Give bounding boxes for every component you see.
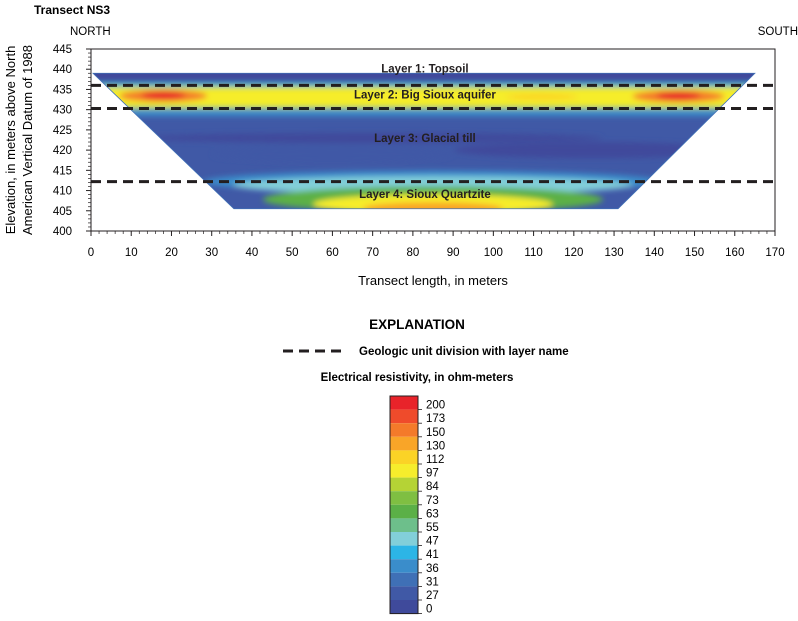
chart-title: Transect NS3	[34, 3, 110, 17]
colorbar-label: 63	[426, 508, 439, 520]
colorbar-swatch	[390, 450, 418, 464]
x-tick-label: 10	[125, 247, 138, 259]
x-tick-label: 170	[765, 247, 784, 259]
aquifer-base-band	[93, 108, 755, 117]
colorbar-label: 84	[426, 481, 439, 493]
layer-label-2: Layer 2: Big Sioux aquifer	[354, 89, 496, 101]
direction-north: NORTH	[70, 26, 111, 38]
x-tick-label: 50	[286, 247, 299, 259]
colorbar-label: 41	[426, 549, 439, 561]
till-dark-right	[453, 142, 734, 159]
colorbar-label: 97	[426, 468, 439, 480]
colorbar-label: 112	[426, 454, 444, 466]
colorbar-label: 36	[426, 563, 439, 575]
y-tick-label: 410	[53, 186, 72, 198]
y-tick-label: 430	[53, 105, 72, 117]
colorbar-label: 200	[426, 400, 445, 412]
y-tick-label: 445	[53, 44, 72, 56]
y-axis-label-line1: Elevation, in meters above North	[3, 46, 18, 235]
aquifer-red-right	[656, 91, 701, 100]
colorbar-label: 0	[426, 604, 432, 616]
colorbar-label: 130	[426, 440, 445, 452]
x-tick-label: 90	[447, 247, 460, 259]
colorbar-swatch	[390, 477, 418, 492]
x-axis-label: Transect length, in meters	[358, 273, 508, 288]
y-tick-label: 440	[53, 64, 72, 76]
x-tick-label: 30	[205, 247, 218, 259]
division-legend-label: Geologic unit division with layer name	[359, 346, 569, 358]
topsoil-band	[93, 73, 755, 83]
y-tick-label: 415	[53, 165, 72, 177]
colorbar-label: 55	[426, 522, 439, 534]
x-axis-ticks: 0 10 20 30 40 50 60 70 80 90 100 110 120 130 140 150 160…	[88, 231, 785, 259]
colorbar-swatch	[390, 409, 418, 424]
colorbar-label: 173	[426, 413, 445, 425]
x-tick-label: 120	[564, 247, 583, 259]
explanation-title: EXPLANATION	[369, 317, 465, 332]
colorbar-title: Electrical resistivity, in ohm-meters	[321, 372, 514, 384]
y-tick-label: 400	[53, 226, 72, 238]
colorbar-swatch	[390, 423, 418, 437]
colorbar-swatch	[390, 559, 418, 573]
colorbar-swatch	[390, 491, 418, 505]
till-mid	[212, 147, 453, 162]
colorbar-swatch	[390, 464, 418, 478]
colorbar-swatch	[390, 396, 418, 410]
x-tick-label: 140	[645, 247, 664, 259]
x-tick-label: 0	[88, 247, 94, 259]
layer-label-3: Layer 3: Glacial till	[374, 133, 476, 145]
aquifer-yellow-mid	[505, 93, 578, 100]
y-tick-label: 405	[53, 206, 72, 218]
x-tick-label: 20	[165, 247, 178, 259]
layer-divisions	[91, 83, 775, 184]
colorbar-swatch	[390, 572, 418, 587]
x-tick-label: 60	[326, 247, 339, 259]
y-axis-label-line2: American Vertical Datum of 1988	[20, 45, 35, 235]
layer-label-1: Layer 1: Topsoil	[381, 63, 468, 75]
quartzite-orange	[363, 202, 503, 209]
colorbar-swatch	[390, 518, 418, 532]
x-tick-label: 160	[725, 247, 744, 259]
aquifer-band-yellow	[99, 88, 755, 106]
colorbar-swatch	[390, 532, 418, 546]
y-tick-label: 425	[53, 125, 72, 137]
layer-labels: Layer 1: Topsoil Layer 2: Big Sioux aquif…	[354, 63, 496, 200]
colorbar-label: 31	[426, 576, 439, 588]
x-tick-label: 150	[685, 247, 704, 259]
x-tick-label: 40	[246, 247, 259, 259]
section-outline	[92, 72, 756, 210]
y-tick-label: 420	[53, 145, 72, 157]
y-tick-label: 435	[53, 84, 72, 96]
x-tick-label: 80	[406, 247, 419, 259]
x-tick-label: 100	[484, 247, 503, 259]
direction-south: SOUTH	[758, 26, 798, 38]
colorbar-swatch	[390, 436, 418, 451]
colorbar-swatch	[390, 504, 418, 519]
x-tick-label: 130	[604, 247, 623, 259]
till-dark-upper	[142, 132, 603, 143]
x-tick-label: 70	[366, 247, 379, 259]
colorbar-label: 47	[426, 536, 439, 548]
colorbar-swatch	[390, 600, 418, 614]
colorbar-label: 27	[426, 590, 439, 602]
colorbar-label: 73	[426, 495, 439, 507]
layer-label-4: Layer 4: Sioux Quartzite	[359, 189, 491, 201]
aquifer-red-left	[141, 91, 186, 100]
colorbar-label: 150	[426, 427, 445, 439]
x-tick-label: 110	[524, 247, 542, 259]
colorbar-swatch	[390, 586, 418, 600]
colorbar-swatch	[390, 545, 418, 560]
y-axis-ticks: 400 405 410 415 420 425 430 435 440 445	[53, 44, 91, 238]
